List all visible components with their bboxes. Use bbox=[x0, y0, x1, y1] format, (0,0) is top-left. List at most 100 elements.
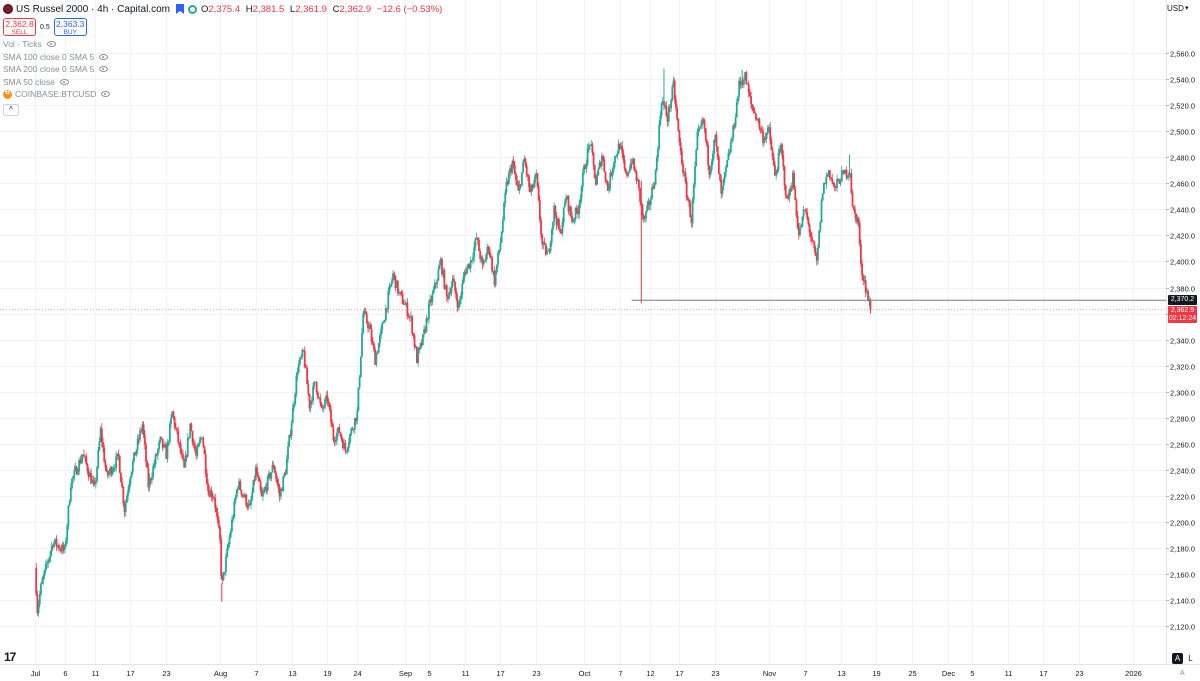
candle-body bbox=[762, 131, 764, 144]
candle bbox=[326, 390, 329, 407]
indicator-btcusd[interactable]: COINBASE:BTCUSD bbox=[3, 88, 445, 101]
candle-body bbox=[272, 464, 275, 468]
candle-body bbox=[540, 219, 542, 235]
eye-icon[interactable] bbox=[99, 66, 109, 73]
candle bbox=[319, 393, 322, 407]
candle bbox=[325, 391, 328, 405]
candle bbox=[565, 194, 567, 205]
candle bbox=[417, 346, 420, 367]
candle bbox=[856, 214, 859, 226]
buy-button[interactable]: 2,363.3 BUY bbox=[53, 18, 87, 36]
candle-body bbox=[337, 427, 340, 433]
candle-body bbox=[91, 480, 94, 484]
candle bbox=[741, 78, 744, 88]
bitcoin-icon bbox=[3, 89, 12, 99]
candle bbox=[542, 241, 545, 249]
candle-body bbox=[204, 454, 207, 473]
indicator-volume[interactable]: Vol · Ticks bbox=[3, 38, 445, 51]
candle-body bbox=[319, 397, 322, 403]
candle bbox=[238, 477, 240, 490]
log-scale-button[interactable]: L bbox=[1188, 654, 1193, 663]
candle-body bbox=[493, 270, 496, 286]
price-axis[interactable]: 2,120.0 2,140.0 2,160.0 2,180.0 2,200.0 2,220… bbox=[1166, 50, 1195, 632]
candle-body bbox=[634, 169, 637, 173]
auto-scale-button[interactable]: A bbox=[1172, 653, 1183, 664]
candle-body bbox=[97, 449, 100, 468]
candle bbox=[577, 205, 579, 219]
candle-body bbox=[727, 153, 730, 161]
candle-body bbox=[752, 107, 755, 112]
candle bbox=[220, 534, 223, 580]
candle bbox=[116, 453, 119, 460]
candle-body bbox=[743, 80, 745, 85]
candle-body bbox=[262, 492, 264, 497]
indicator-sma-200[interactable]: SMA 200 close 0 SMA 5 bbox=[3, 63, 445, 76]
eye-icon[interactable] bbox=[46, 41, 56, 48]
candle bbox=[368, 321, 371, 333]
collapse-legend-button[interactable]: ^ bbox=[3, 103, 19, 116]
candle bbox=[762, 126, 764, 148]
candle-body bbox=[667, 106, 670, 122]
candle-body bbox=[652, 186, 655, 189]
tradingview-logo[interactable]: 17 bbox=[4, 650, 16, 664]
candle-body bbox=[689, 202, 692, 218]
indicator-sma-100[interactable]: SMA 100 close 0 SMA 5 bbox=[3, 51, 445, 64]
candle bbox=[834, 186, 837, 192]
candle-body bbox=[330, 409, 332, 423]
candle bbox=[602, 154, 604, 162]
candle bbox=[478, 237, 480, 252]
candle-body bbox=[86, 464, 89, 472]
flag-icon[interactable] bbox=[175, 4, 184, 14]
eye-icon[interactable] bbox=[99, 53, 109, 60]
candle-body bbox=[848, 173, 850, 177]
candle bbox=[258, 476, 261, 483]
candle bbox=[775, 169, 778, 180]
eye-icon[interactable] bbox=[59, 78, 69, 85]
axis-settings-button[interactable]: A bbox=[1180, 670, 1185, 677]
currency-selector[interactable]: USD bbox=[1167, 2, 1189, 15]
candle bbox=[177, 426, 180, 446]
candle bbox=[364, 307, 367, 315]
candle-body bbox=[398, 291, 400, 294]
candle bbox=[828, 170, 831, 182]
symbol-title[interactable]: US Russel 2000 · 4h · Capital.com bbox=[16, 3, 170, 15]
candle-body bbox=[73, 469, 76, 477]
candle bbox=[826, 173, 829, 178]
candle-body bbox=[657, 148, 659, 158]
candle-body bbox=[842, 170, 844, 172]
candle-body bbox=[622, 152, 625, 160]
candle bbox=[744, 71, 747, 81]
sell-button[interactable]: 2,362.8 SELL bbox=[3, 18, 36, 36]
candle bbox=[394, 275, 397, 292]
candle-body bbox=[357, 387, 360, 411]
candle-body bbox=[375, 353, 378, 365]
candle-body bbox=[425, 318, 428, 332]
candle bbox=[140, 428, 143, 434]
candle-body bbox=[797, 227, 800, 236]
candle bbox=[61, 541, 64, 555]
candle bbox=[386, 308, 388, 313]
candle bbox=[194, 440, 196, 453]
indicator-sma-50[interactable]: SMA 50 close bbox=[3, 76, 445, 89]
candle-body bbox=[67, 505, 70, 526]
candle bbox=[795, 198, 798, 219]
candle bbox=[589, 144, 591, 151]
candle bbox=[278, 484, 281, 502]
candle bbox=[86, 463, 89, 475]
candle-body bbox=[423, 329, 425, 335]
price-tick-label: 2,120.0 bbox=[1170, 623, 1195, 632]
eye-icon[interactable] bbox=[101, 91, 111, 98]
time-axis[interactable]: Jul 6 11 17 23 Aug 7 13 19 24 Sep 5 11 17 23 Oct 7 12 17 23… bbox=[31, 669, 1142, 678]
candle-body bbox=[152, 466, 155, 477]
candle bbox=[133, 451, 135, 464]
candle bbox=[79, 455, 82, 465]
candle-body bbox=[400, 292, 403, 294]
candle bbox=[431, 290, 434, 306]
candle-body bbox=[416, 347, 418, 364]
candle bbox=[147, 463, 150, 492]
candle bbox=[271, 460, 274, 473]
candle bbox=[217, 516, 220, 529]
candle-body bbox=[442, 270, 445, 275]
candle bbox=[375, 351, 378, 367]
